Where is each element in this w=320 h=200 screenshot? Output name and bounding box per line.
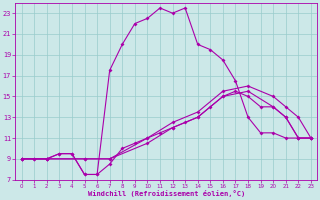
X-axis label: Windchill (Refroidissement éolien,°C): Windchill (Refroidissement éolien,°C): [88, 190, 245, 197]
